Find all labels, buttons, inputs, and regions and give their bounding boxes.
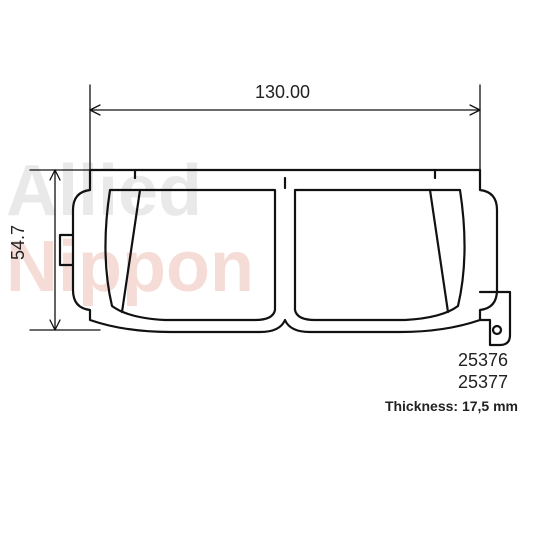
part-number-1: 25376 [458,350,508,371]
height-value: 54.7 [8,225,28,260]
height-dimension: 54.7 [8,225,29,260]
part-number-1-text: 25376 [458,350,508,370]
width-dimension: 130.00 [255,82,310,103]
drawing-svg [0,0,540,540]
part-number-2: 25377 [458,372,508,393]
part-number-2-text: 25377 [458,372,508,392]
thickness-label: Thickness: 17,5 mm [385,398,518,414]
width-value: 130.00 [255,82,310,102]
thickness-text: Thickness: 17,5 mm [385,398,518,414]
